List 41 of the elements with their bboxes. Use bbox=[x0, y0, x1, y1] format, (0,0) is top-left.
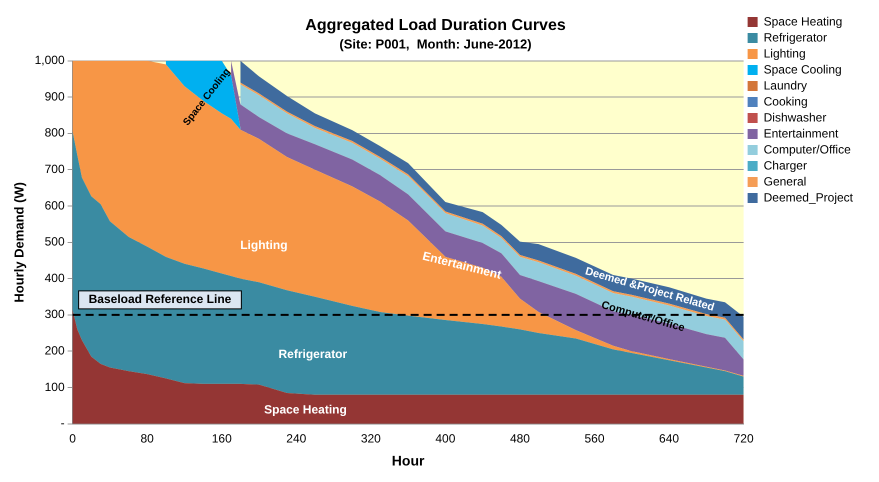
y-tick-label: 700 bbox=[44, 162, 65, 176]
x-tick-label: 320 bbox=[360, 431, 382, 446]
legend-label: Space Cooling bbox=[764, 62, 842, 76]
legend-label: Entertainment bbox=[764, 126, 839, 140]
y-tick-label: 600 bbox=[44, 198, 65, 212]
annotation: Lighting bbox=[240, 238, 288, 252]
x-tick-label: 0 bbox=[69, 431, 76, 446]
y-tick-label: 1,000 bbox=[34, 53, 65, 68]
legend-label: Refrigerator bbox=[764, 30, 827, 44]
ref-line-label: Baseload Reference Line bbox=[88, 292, 232, 306]
legend-label: Deemed_Project bbox=[764, 190, 854, 204]
y-tick-label: 800 bbox=[44, 126, 65, 140]
legend-label: Charger bbox=[764, 158, 807, 172]
y-tick-label: 100 bbox=[44, 380, 65, 394]
y-tick-label: - bbox=[60, 416, 65, 430]
legend-label: General bbox=[764, 174, 806, 188]
x-tick-label: 640 bbox=[659, 431, 680, 446]
legend-label: Dishwasher bbox=[764, 110, 826, 124]
x-axis-title: Hour bbox=[392, 452, 426, 468]
x-tick-label: 80 bbox=[140, 431, 154, 446]
legend-label: Lighting bbox=[764, 46, 806, 60]
chart-subtitle: (Site: P001, Month: June-2012) bbox=[339, 36, 532, 52]
y-tick-label: 200 bbox=[44, 344, 65, 358]
legend-label: Laundry bbox=[764, 78, 807, 92]
x-tick-label: 480 bbox=[510, 431, 530, 446]
annotation: Refrigerator bbox=[278, 347, 348, 362]
chart-title: Aggregated Load Duration Curves bbox=[305, 17, 566, 34]
legend-label: Space Heating bbox=[764, 14, 842, 28]
legend-label: Computer/Office bbox=[764, 142, 852, 156]
y-tick-label: 300 bbox=[44, 307, 65, 322]
y-tick-label: 400 bbox=[44, 270, 65, 285]
legend-label: Cooking bbox=[764, 94, 808, 108]
annotation: Space Heating bbox=[264, 402, 347, 416]
x-tick-label: 720 bbox=[734, 431, 754, 446]
x-tick-label: 400 bbox=[435, 431, 456, 446]
y-tick-label: 900 bbox=[44, 89, 65, 104]
x-tick-label: 240 bbox=[286, 431, 307, 446]
y-axis-title: Hourly Demand (W) bbox=[11, 182, 26, 303]
y-tick-label: 500 bbox=[44, 234, 65, 249]
x-tick-label: 160 bbox=[212, 431, 232, 446]
x-tick-label: 560 bbox=[584, 431, 605, 446]
